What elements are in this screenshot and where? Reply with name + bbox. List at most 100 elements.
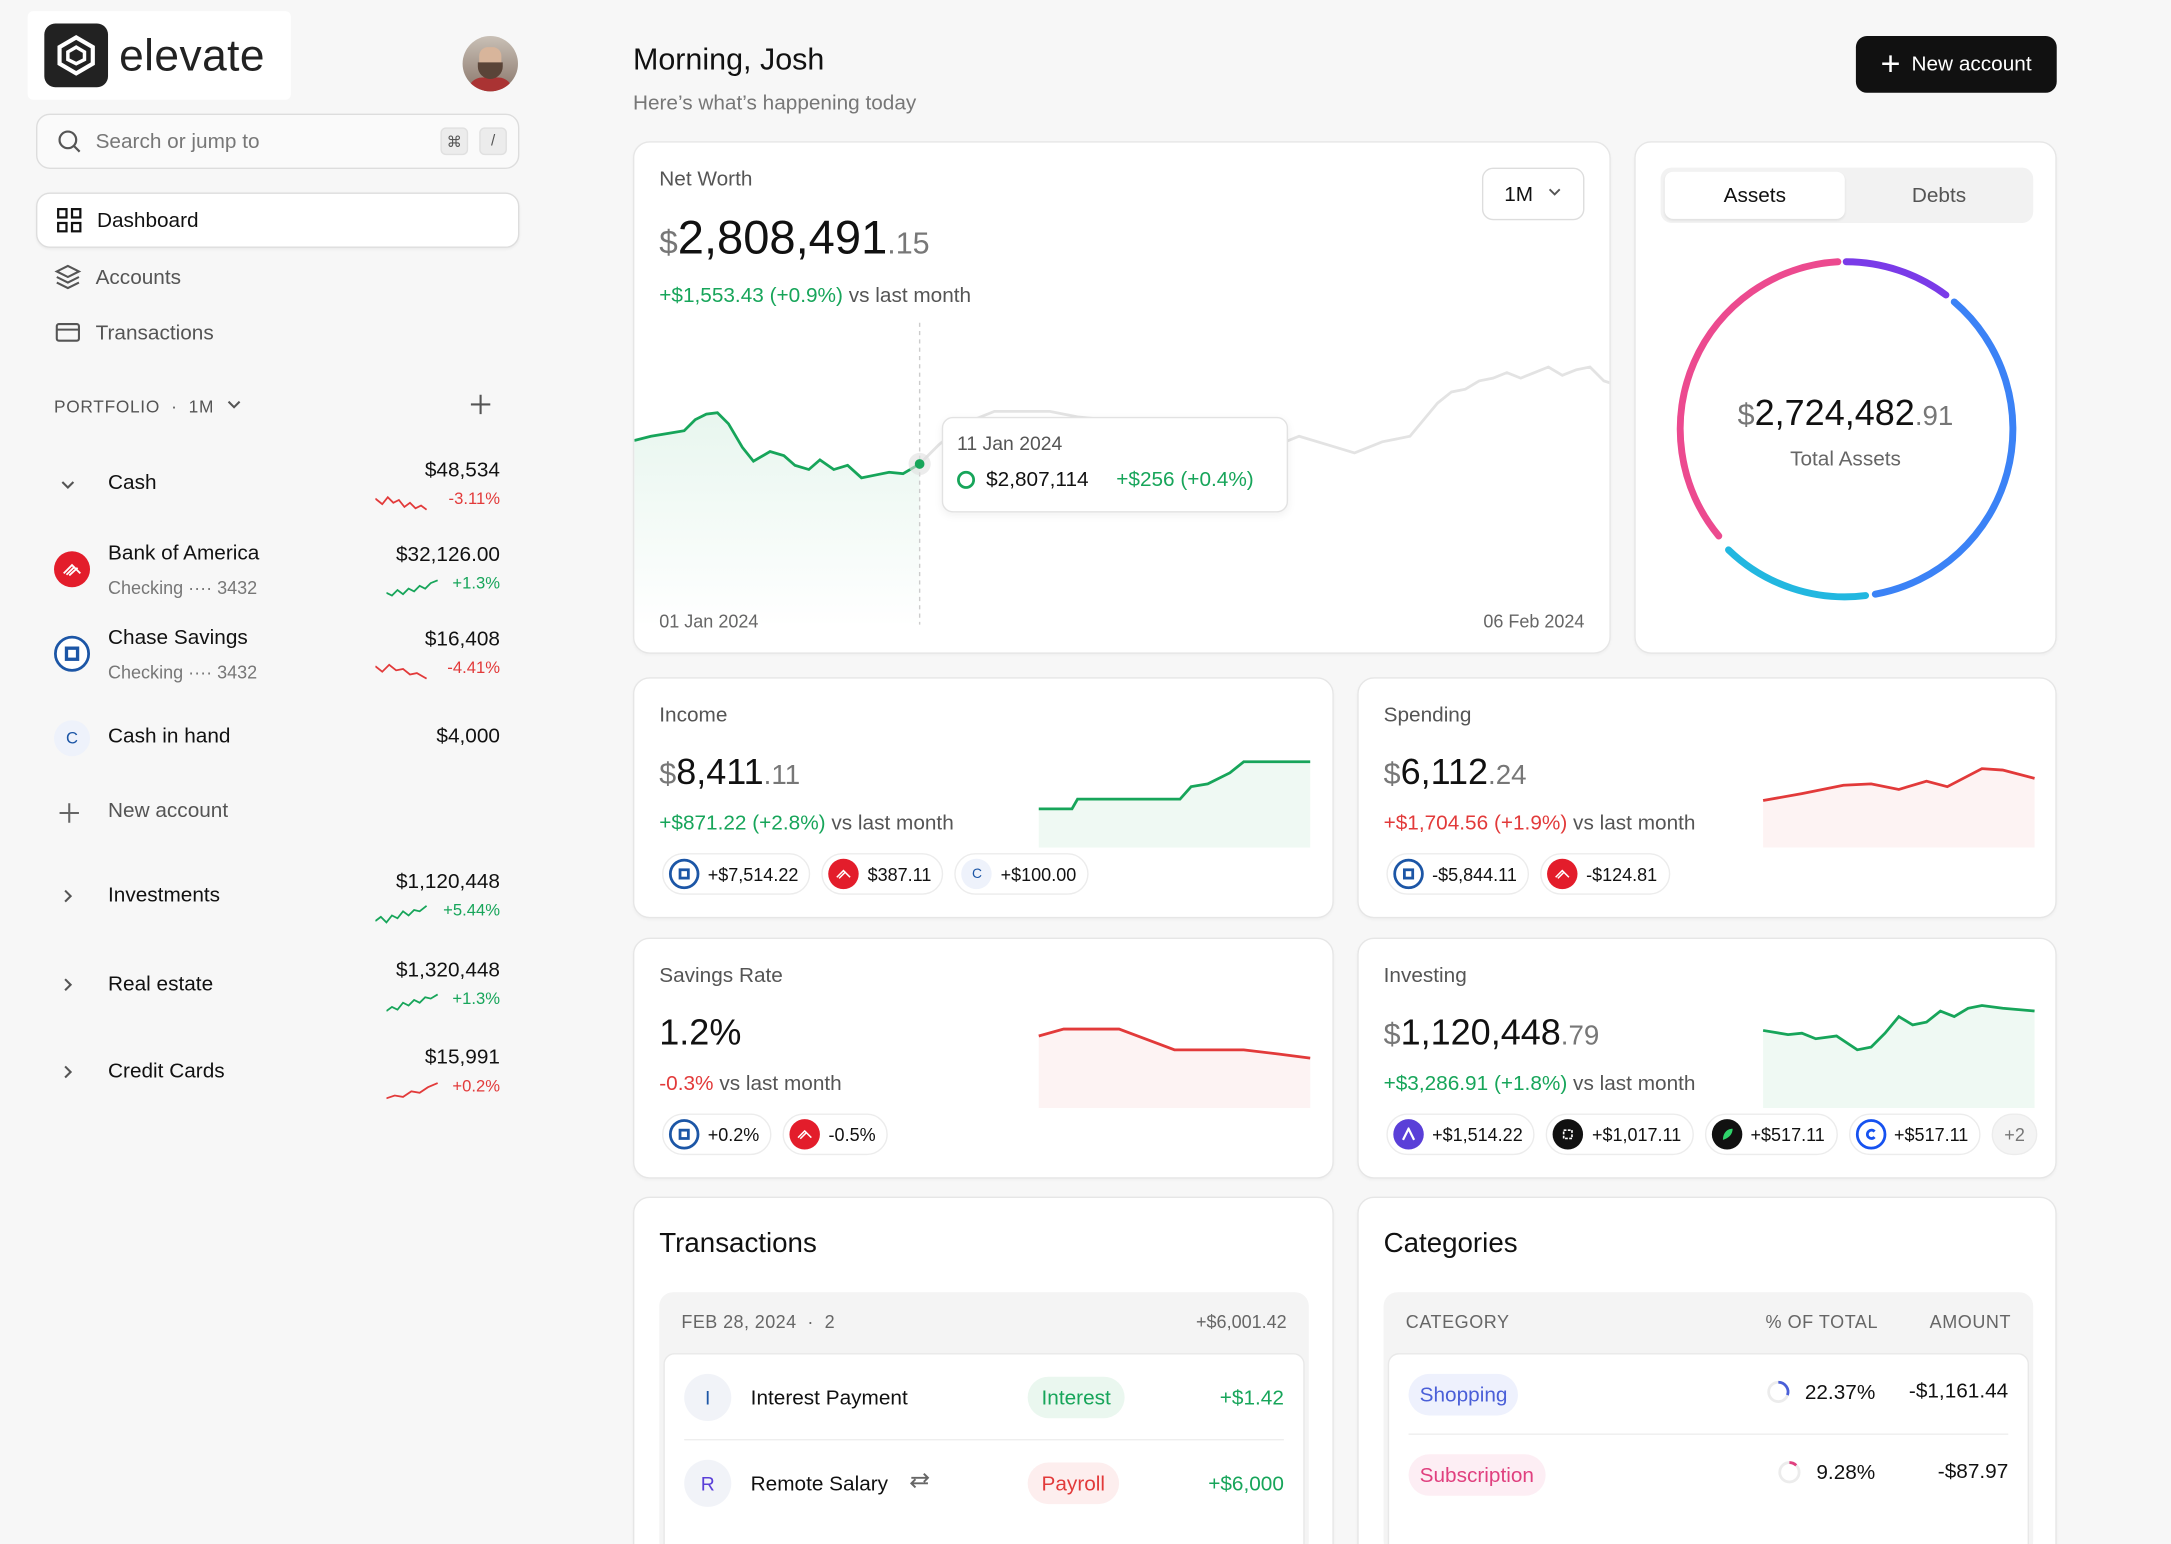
table-row[interactable]: Shopping 22.37% -$1,161.44 <box>1389 1355 2027 1435</box>
column-header-category[interactable]: CATEGORY <box>1405 1311 1510 1333</box>
nav-dashboard[interactable]: Dashboard <box>36 192 520 248</box>
savings-sparkline[interactable] <box>1036 1011 1313 1108</box>
account-group-real-estate[interactable]: Real estate $1,320,448 +1.3% <box>54 958 500 1027</box>
shortcut-slash: / <box>479 127 507 156</box>
chevron-right-icon[interactable] <box>60 1062 77 1084</box>
search-input[interactable]: Search or jump to ⌘ / <box>36 113 520 169</box>
account-change: -3.11% <box>448 488 500 509</box>
account-chase[interactable]: Chase Savings Checking ···· 3432 $16,408… <box>54 625 500 694</box>
account-cash-in-hand[interactable]: C Cash in hand $4,000 <box>54 717 500 786</box>
chip-chase[interactable]: +$7,514.22 <box>662 853 811 895</box>
account-group-investments[interactable]: Investments $1,120,448 +5.44% <box>54 870 500 939</box>
sparkline-icon <box>386 993 439 1012</box>
spending-sparkline[interactable] <box>1760 751 2037 848</box>
table-row[interactable]: Subscription 9.28% -$87.97 <box>1389 1435 2027 1515</box>
account-name: Real estate <box>108 972 214 996</box>
category-badge[interactable]: Subscription <box>1408 1454 1546 1496</box>
chip-broker-2[interactable]: +$1,017.11 <box>1546 1113 1694 1156</box>
chevron-down-icon[interactable] <box>225 396 242 417</box>
sparkline-icon <box>375 905 428 924</box>
chevron-down-icon[interactable] <box>60 475 77 497</box>
transaction-name: Interest Payment <box>750 1385 908 1410</box>
account-amount: $4,000 <box>436 724 500 748</box>
chip-boa[interactable]: -0.5% <box>782 1113 889 1156</box>
nav-dashboard-label: Dashboard <box>96 208 199 232</box>
savings-rate-delta: -0.3% vs last month <box>659 1071 842 1096</box>
account-amount: $1,120,448 <box>396 869 500 894</box>
account-change: +1.3% <box>452 573 500 593</box>
net-worth-chart[interactable] <box>634 309 1610 628</box>
spending-chips: -$5,844.11 -$124.81 <box>1386 853 1670 895</box>
table-row[interactable]: R Remote Salary Payroll +$6,000 <box>665 1440 1303 1526</box>
chip-coinbase[interactable]: +$517.11 <box>1848 1113 1981 1156</box>
new-account-link[interactable]: New account <box>54 794 500 863</box>
chip-broker-3[interactable]: +$517.11 <box>1704 1113 1838 1156</box>
chip-more[interactable]: +2 <box>1991 1113 2038 1156</box>
assets-donut-chart[interactable] <box>1673 256 2019 602</box>
brand-logo[interactable]: elevate <box>27 11 291 100</box>
transaction-group-total: +$6,001.42 <box>1196 1311 1287 1333</box>
category-pct: 9.28% <box>1778 1460 1875 1485</box>
assets-debts-toggle[interactable]: Assets Debts <box>1660 167 2034 223</box>
chase-icon <box>1393 858 1424 890</box>
investing-delta: +$3,286.91 (+1.8%) vs last month <box>1383 1071 1696 1096</box>
chevron-right-icon[interactable] <box>60 975 77 997</box>
avatar[interactable] <box>462 36 518 92</box>
x-axis-start: 01 Jan 2024 <box>659 610 759 632</box>
section-title: Categories <box>1383 1228 1518 1259</box>
chip-broker-1[interactable]: +$1,514.22 <box>1386 1113 1536 1156</box>
boa-icon <box>828 858 860 890</box>
account-amount: $48,534 <box>424 458 500 482</box>
nav-transactions[interactable]: Transactions <box>36 305 519 360</box>
account-group-credit-cards[interactable]: Credit Cards $15,991 +0.2% <box>54 1046 500 1115</box>
tab-debts[interactable]: Debts <box>1911 183 1967 208</box>
chip-boa[interactable]: $387.11 <box>821 853 944 895</box>
category-table: CATEGORY % OF TOTAL AMOUNT Shopping 22.3… <box>1383 1292 2034 1544</box>
chip-chase[interactable]: -$5,844.11 <box>1386 853 1530 895</box>
section-title: Transactions <box>659 1228 817 1259</box>
account-name: Cash <box>108 470 157 495</box>
net-worth-value: $2,808,491.15 <box>659 211 930 265</box>
column-header-pct[interactable]: % OF TOTAL <box>1765 1311 1879 1333</box>
chevron-right-icon[interactable] <box>60 886 77 908</box>
plus-icon <box>57 801 82 833</box>
account-sub: Checking ···· 3432 <box>108 662 258 683</box>
column-header-amount[interactable]: AMOUNT <box>1929 1311 2012 1333</box>
account-boa[interactable]: Bank of America Checking ···· 3432 $32,1… <box>54 540 500 609</box>
transaction-group-header: FEB 28, 2024 · 2 <box>681 1311 836 1333</box>
nav-transactions-label: Transactions <box>95 320 214 345</box>
categories-card: Categories CATEGORY % OF TOTAL AMOUNT Sh… <box>1357 1196 2057 1544</box>
x-axis-end: 06 Feb 2024 <box>1483 610 1585 632</box>
portfolio-label: PORTFOLIO <box>54 396 160 417</box>
new-account-label: New account <box>108 799 229 823</box>
account-name: Chase Savings <box>108 626 248 650</box>
new-account-button-label: New account <box>1911 52 2032 77</box>
account-change: +1.3% <box>452 988 500 1009</box>
progress-ring-icon <box>1767 1380 1790 1404</box>
category-badge[interactable]: Payroll <box>1027 1462 1119 1505</box>
account-name: Cash in hand <box>108 724 231 748</box>
spending-delta: +$1,704.56 (+1.9%) vs last month <box>1383 811 1696 836</box>
chase-icon <box>668 1119 700 1150</box>
logo-icon <box>44 23 109 88</box>
leaf-icon <box>1711 1119 1743 1150</box>
card-icon <box>55 323 80 342</box>
chip-chase[interactable]: +0.2% <box>662 1113 772 1156</box>
nav-accounts[interactable]: Accounts <box>36 249 519 304</box>
new-account-button[interactable]: New account <box>1855 36 2057 93</box>
tab-assets[interactable]: Assets <box>1664 171 1845 219</box>
portfolio-range[interactable]: 1M <box>188 396 215 417</box>
plus-icon <box>470 394 491 415</box>
table-row[interactable]: I Interest Payment Interest +$1.42 <box>665 1355 1303 1441</box>
category-badge[interactable]: Shopping <box>1408 1373 1519 1416</box>
investing-sparkline[interactable] <box>1760 997 2037 1108</box>
range-select[interactable]: 1M <box>1481 167 1585 221</box>
income-sparkline[interactable] <box>1036 751 1313 848</box>
chip-cash[interactable]: C +$100.00 <box>954 853 1089 895</box>
chip-boa[interactable]: -$124.81 <box>1540 853 1670 895</box>
card-title: Investing <box>1383 963 1467 988</box>
add-portfolio-button[interactable] <box>470 388 492 424</box>
category-badge[interactable]: Interest <box>1027 1376 1125 1419</box>
account-group-cash[interactable]: Cash $48,534 -3.11% <box>54 457 500 526</box>
income-card: Income $8,411.11 +$871.22 (+2.8%) vs las… <box>632 677 1334 919</box>
